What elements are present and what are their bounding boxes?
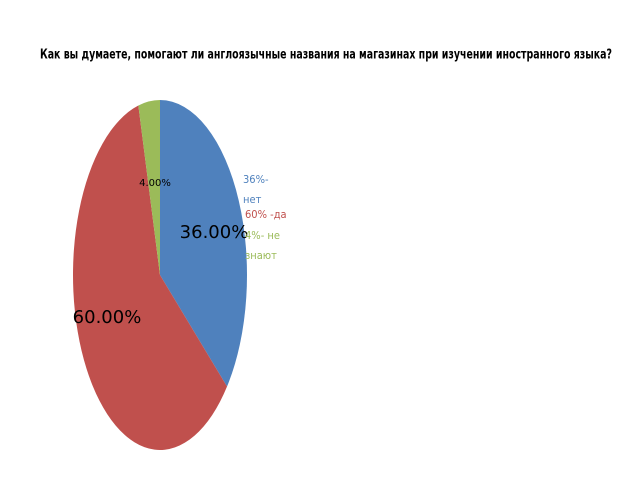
pie-slice [138,100,160,275]
legend-entry: 60% -да [245,208,287,221]
data-label: 36.00% [180,222,249,243]
pie-slice [72,105,228,450]
legend-entry: 36%-нет [243,173,269,206]
data-label: 4.00% [139,178,171,189]
chart-title: Как вы думаете, помогают ли англоязычные… [40,48,612,63]
pie-slice [160,100,247,387]
legend-entry: 4%- не знают [245,229,280,262]
data-label: 60.00% [73,307,142,328]
